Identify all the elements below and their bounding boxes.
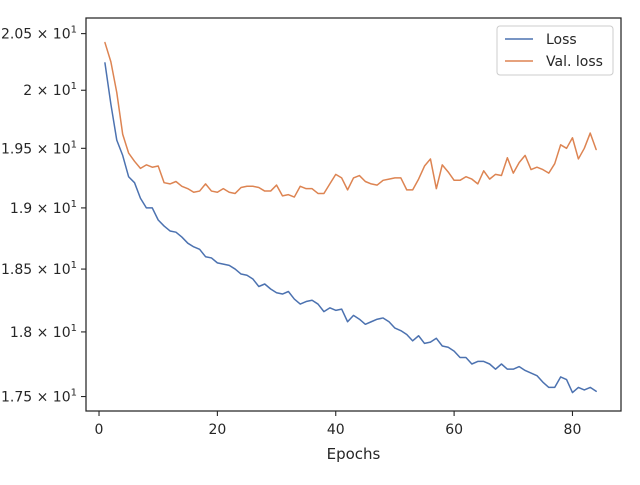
series-line-loss xyxy=(104,62,597,394)
y-tick-label: 1.85 × 101 xyxy=(1,260,77,278)
axes-frame xyxy=(85,17,622,412)
y-axis-ticks: 1.75 × 101 1.8 × 101 1.85 × 101 1.9 × 101 1.… xyxy=(1,25,86,406)
y-tick-label: 2.05 × 101 xyxy=(1,25,77,43)
y-tick-label: 1.95 × 101 xyxy=(1,139,77,157)
plot-lines xyxy=(104,41,597,394)
legend: Loss Val. loss xyxy=(496,25,614,76)
x-axis-label: Epochs xyxy=(327,445,381,463)
legend-label-loss: Loss xyxy=(546,32,577,48)
x-tick-label: 20 xyxy=(208,422,226,438)
y-tick-label: 1.9 × 101 xyxy=(10,199,77,217)
y-tick-label: 1.75 × 101 xyxy=(1,388,77,406)
x-tick-label: 60 xyxy=(445,422,463,438)
x-axis-ticks: 0 20 40 60 80 xyxy=(95,411,582,438)
x-tick-label: 80 xyxy=(564,422,582,438)
x-tick-label: 40 xyxy=(327,422,345,438)
y-tick-label: 2 × 101 xyxy=(23,81,77,99)
series-line-val-loss xyxy=(104,41,597,198)
y-tick-label: 1.8 × 101 xyxy=(10,323,77,341)
legend-label-val-loss: Val. loss xyxy=(546,54,603,70)
x-tick-label: 0 xyxy=(95,422,104,438)
